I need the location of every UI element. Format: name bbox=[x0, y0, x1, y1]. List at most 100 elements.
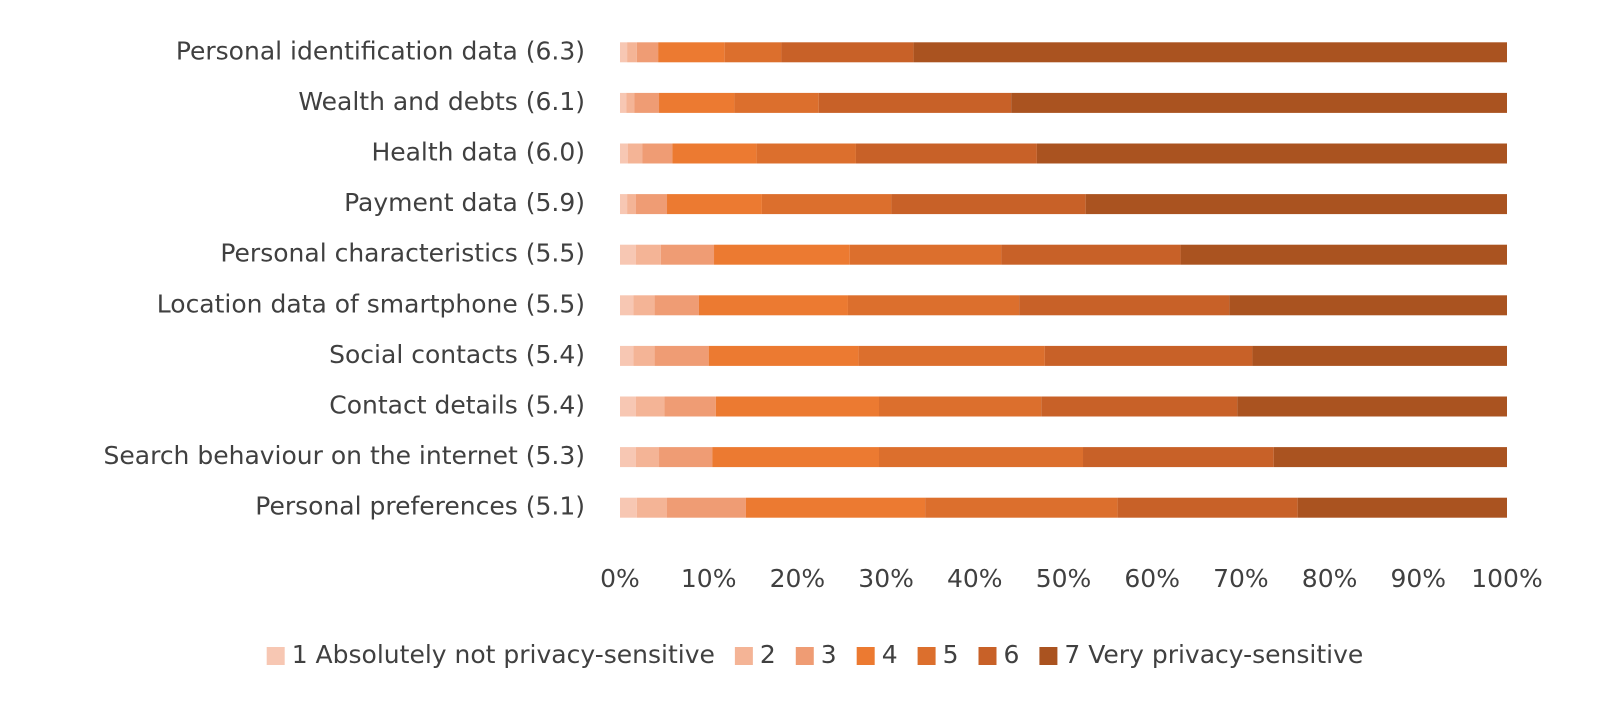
bar-segment bbox=[627, 143, 643, 164]
bar-segment bbox=[635, 396, 665, 417]
bar-segment bbox=[633, 295, 655, 316]
x-tick-label: 40% bbox=[947, 564, 1003, 593]
bar-segment bbox=[636, 497, 668, 518]
bar-segment bbox=[635, 194, 668, 215]
x-tick-label: 100% bbox=[1471, 564, 1542, 593]
bar-segment bbox=[847, 295, 1020, 316]
bar-segment bbox=[642, 143, 673, 164]
bar-segment bbox=[858, 345, 1045, 366]
bar-segment bbox=[1117, 497, 1298, 518]
bar-segment bbox=[1252, 345, 1507, 366]
bar-segment bbox=[913, 42, 1507, 63]
bar-segment bbox=[715, 396, 880, 417]
legend-swatch bbox=[917, 647, 936, 665]
bar-segment bbox=[1041, 396, 1238, 417]
bar-segment bbox=[1083, 447, 1274, 468]
x-tick-label: 80% bbox=[1302, 564, 1358, 593]
y-tick-label: Personal preferences (5.1) bbox=[255, 492, 585, 521]
x-tick-label: 20% bbox=[770, 564, 826, 593]
bar-segment bbox=[667, 194, 762, 215]
x-tick-label: 0% bbox=[600, 564, 640, 593]
bar-segment bbox=[626, 92, 635, 113]
bar-segment bbox=[635, 244, 661, 265]
legend-swatch bbox=[856, 647, 875, 665]
bar-segment bbox=[849, 244, 1002, 265]
bar-segment bbox=[635, 447, 660, 468]
bar-segment bbox=[620, 244, 636, 265]
bar-segment bbox=[925, 497, 1118, 518]
bar-segment bbox=[745, 497, 926, 518]
bar-segment bbox=[672, 143, 757, 164]
bar-segment bbox=[633, 345, 655, 366]
bar-segment bbox=[891, 194, 1086, 215]
bar-segment bbox=[627, 194, 636, 215]
bar-segment bbox=[1036, 143, 1507, 164]
bar-segment bbox=[667, 497, 746, 518]
legend-swatch bbox=[1039, 647, 1058, 665]
bar-segment bbox=[660, 244, 715, 265]
bar-segment bbox=[1273, 447, 1507, 468]
bar-segment bbox=[659, 447, 713, 468]
legend-swatch bbox=[978, 647, 997, 665]
bar-segment bbox=[734, 92, 819, 113]
y-tick-label: Search behaviour on the internet (5.3) bbox=[104, 441, 585, 470]
bar-segment bbox=[654, 345, 709, 366]
y-tick-label: Personal characteristics (5.5) bbox=[220, 239, 585, 268]
bar-segment bbox=[761, 194, 892, 215]
bar-segment bbox=[634, 92, 660, 113]
bar-segment bbox=[620, 143, 628, 164]
bar-segment bbox=[1019, 295, 1230, 316]
y-tick-label: Wealth and debts (6.1) bbox=[298, 87, 585, 116]
bar-segment bbox=[698, 295, 848, 316]
bar-segment bbox=[620, 447, 636, 468]
legend-label: 6 bbox=[1004, 640, 1020, 669]
bar-segment bbox=[756, 143, 856, 164]
y-tick-label: Contact details (5.4) bbox=[329, 391, 585, 420]
bar-segment bbox=[879, 447, 1084, 468]
legend-label: 7 Very privacy-sensitive bbox=[1064, 640, 1363, 669]
y-tick-label: Personal identification data (6.3) bbox=[176, 36, 585, 65]
bar-segment bbox=[620, 396, 636, 417]
bar-segment bbox=[620, 42, 628, 63]
bar-segment bbox=[620, 194, 628, 215]
legend-label: 2 bbox=[760, 640, 776, 669]
bar-segment bbox=[1044, 345, 1253, 366]
x-tick-label: 70% bbox=[1213, 564, 1269, 593]
bar-segment bbox=[708, 345, 859, 366]
bar-segment bbox=[664, 396, 716, 417]
x-tick-label: 30% bbox=[858, 564, 914, 593]
y-tick-label: Health data (6.0) bbox=[371, 138, 585, 167]
x-tick-label: 10% bbox=[681, 564, 737, 593]
bar-segment bbox=[879, 396, 1042, 417]
bar-segment bbox=[714, 244, 850, 265]
bar-segment bbox=[1180, 244, 1507, 265]
bar-segment bbox=[818, 92, 1012, 113]
legend-swatch bbox=[266, 647, 285, 665]
bar-segment bbox=[658, 42, 725, 63]
x-tick-label: 60% bbox=[1124, 564, 1180, 593]
x-tick-label: 90% bbox=[1391, 564, 1447, 593]
bar-segment bbox=[1297, 497, 1507, 518]
bar-segment bbox=[1011, 92, 1507, 113]
bar-segment bbox=[620, 497, 637, 518]
bar-segment bbox=[1229, 295, 1507, 316]
bar-segment bbox=[712, 447, 880, 468]
bar-segment bbox=[620, 345, 634, 366]
legend-label: 5 bbox=[943, 640, 959, 669]
legend-swatch bbox=[734, 647, 753, 665]
legend-label: 3 bbox=[821, 640, 837, 669]
bar-segment bbox=[636, 42, 659, 63]
legend-label: 4 bbox=[882, 640, 898, 669]
bar-segment bbox=[1001, 244, 1181, 265]
bar-segment bbox=[1237, 396, 1507, 417]
x-tick-label: 50% bbox=[1036, 564, 1092, 593]
bar-segment bbox=[855, 143, 1037, 164]
bar-segment bbox=[659, 92, 735, 113]
bar-segment bbox=[654, 295, 699, 316]
y-tick-label: Social contacts (5.4) bbox=[329, 340, 585, 369]
legend-swatch bbox=[795, 647, 814, 665]
bar-segment bbox=[620, 92, 627, 113]
y-tick-label: Location data of smartphone (5.5) bbox=[157, 289, 585, 318]
bar-segment bbox=[724, 42, 782, 63]
